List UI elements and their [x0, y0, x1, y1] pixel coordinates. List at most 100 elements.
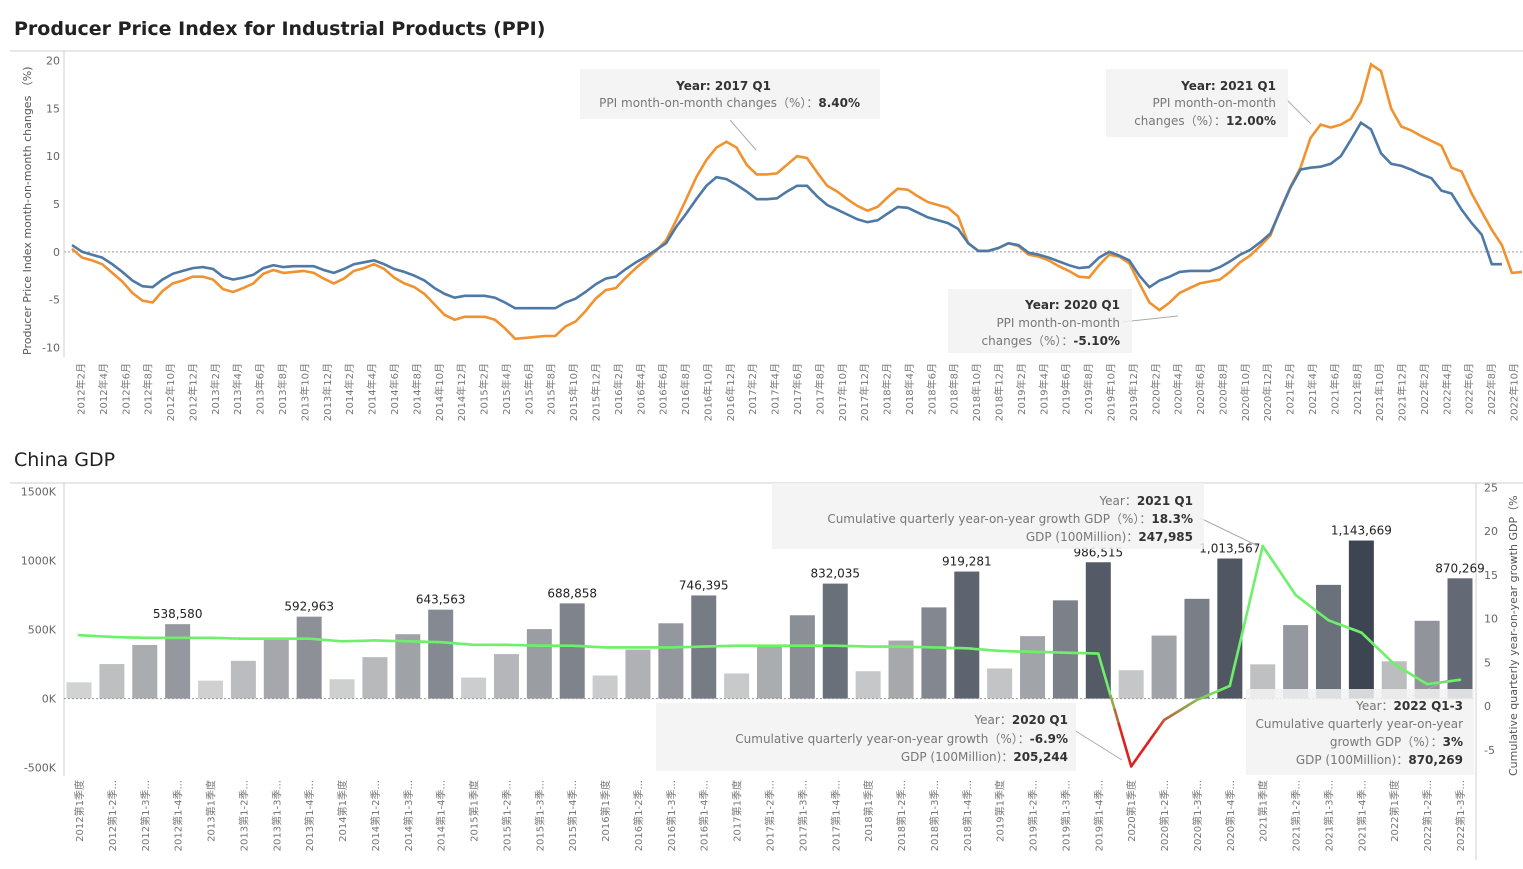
ppi-tooltip-2021q1-label-1: PPI month-on-month [1152, 96, 1276, 110]
gdp-bar[interactable] [658, 623, 684, 699]
gdp-bar[interactable] [296, 616, 322, 699]
ppi-x-tick-label: 2017年6月 [791, 363, 804, 415]
gdp-bar[interactable] [888, 640, 914, 699]
gdp-bar[interactable] [921, 607, 947, 699]
gdp-x-tick-label: 2016第1-3季... [665, 780, 678, 851]
ppi-x-tick-label: 2016年2月 [612, 363, 625, 415]
gdp-bar[interactable] [1020, 636, 1046, 699]
gdp-bar[interactable] [559, 603, 585, 699]
gdp-bar-value-label: 832,035 [810, 567, 860, 581]
ppi-y-tick-label: 5 [53, 198, 60, 211]
gdp-bar[interactable] [1348, 540, 1374, 699]
gdp-y2-tick-label: -5 [1484, 744, 1495, 757]
gdp-bar[interactable] [132, 644, 158, 699]
gdp-bar[interactable] [198, 680, 224, 699]
gdp-tooltip-2022q1-3-growth: growth GDP（%）：3% [1330, 735, 1463, 749]
gdp-x-tick-label: 2013第1-2季... [237, 780, 250, 851]
gdp-bar[interactable] [1151, 635, 1177, 699]
gdp-bar[interactable] [757, 645, 782, 699]
ppi-x-tick-label: 2019年4月 [1037, 363, 1050, 415]
gdp-tooltip-2022q1-3-label-1: Cumulative quarterly year-on-year [1256, 717, 1464, 731]
ppi-tooltip-2021q1-box [1106, 69, 1288, 137]
ppi-x-tick-label: 2020年12月 [1261, 363, 1274, 421]
gdp-bar[interactable] [329, 679, 355, 699]
gdp-bar[interactable] [1184, 598, 1210, 699]
ppi-tooltip-2017q1-body: PPI month-on-month changes（%）：8.40% [599, 96, 860, 110]
gdp-bar[interactable] [461, 677, 487, 699]
ppi-tooltip-2017q1-leader [729, 119, 757, 151]
gdp-x-tick-label: 2014第1季度 [336, 780, 349, 842]
gdp-bar[interactable] [1085, 562, 1111, 699]
gdp-bar[interactable] [724, 673, 750, 699]
gdp-tooltip-2020q1-growth: Cumulative quarterly year-on-year growth… [735, 732, 1068, 746]
gdp-bar-value-label: 919,281 [942, 555, 992, 569]
ppi-x-tick-label: 2021年8月 [1351, 363, 1364, 415]
gdp-bar[interactable] [362, 657, 388, 699]
gdp-y2-axis-label: Cumulative quarterly year-on-year growth… [1507, 495, 1520, 776]
gdp-bar[interactable] [789, 615, 815, 699]
ppi-x-tick-label: 2014年8月 [410, 363, 423, 415]
gdp-bar[interactable] [1052, 600, 1078, 699]
ppi-chart-title: Producer Price Index for Industrial Prod… [14, 18, 545, 40]
gdp-bar[interactable] [66, 682, 92, 699]
gdp-growth-segment [1454, 678, 1462, 682]
gdp-bar[interactable] [592, 675, 618, 699]
gdp-growth-segment [1236, 632, 1244, 653]
gdp-bar[interactable] [99, 664, 125, 699]
gdp-y-tick-label: 0K [42, 693, 57, 706]
ppi-x-tick-label: 2015年12月 [589, 363, 602, 421]
gdp-bar[interactable] [428, 609, 454, 699]
gdp-bar-value-label: 643,563 [416, 593, 466, 607]
gdp-x-tick-label: 2014第1-4季... [435, 780, 448, 851]
gdp-x-tick-label: 2012第1季度 [73, 780, 86, 842]
ppi-y-tick-label: -10 [42, 341, 60, 354]
gdp-tooltip-2021q1-box [772, 483, 1204, 549]
ppi-x-tick-label: 2020年10月 [1239, 363, 1252, 421]
gdp-bar[interactable] [230, 660, 256, 699]
gdp-tooltip-2021q1-leader [1199, 517, 1259, 547]
gdp-tooltip-2022q1-3-box [1246, 689, 1474, 775]
gdp-tooltip-2022q1-3: Year：2022 Q1-3 Cumulative quarterly year… [1246, 679, 1474, 775]
gdp-tooltip-2022q1-3-gdp: GDP (100Million)：870,269 [1296, 753, 1463, 767]
ppi-y-axis-label: Producer Price Index month-on-month chan… [21, 66, 34, 355]
gdp-x-tick-label: 2019第1-2季... [1027, 780, 1040, 851]
gdp-x-tick-label: 2021第1-2季... [1290, 780, 1303, 851]
gdp-bar[interactable] [822, 583, 848, 699]
gdp-bar[interactable] [625, 649, 651, 699]
gdp-bar[interactable] [526, 629, 552, 699]
gdp-tooltip-2020q1-gdp: GDP (100Million)：205,244 [901, 750, 1068, 764]
gdp-x-tick-label: 2022第1季度 [1388, 780, 1401, 842]
gdp-bar[interactable] [1283, 625, 1309, 699]
gdp-growth-segment [1113, 708, 1121, 726]
ppi-x-tick-label: 2014年6月 [388, 363, 401, 415]
ppi-tooltip-2020q1: Year: 2020 Q1 PPI month-on-month changes… [948, 289, 1179, 353]
ppi-x-tick-label: 2020年4月 [1172, 363, 1185, 415]
gdp-x-tick-label: 2013第1-4季... [303, 780, 316, 851]
gdp-bar[interactable] [987, 668, 1013, 699]
ppi-tooltip-2017q1-header: Year: 2017 Q1 [675, 79, 771, 93]
gdp-x-tick-label: 2012第1-4季... [172, 780, 185, 851]
gdp-x-tick-label: 2022第1-3季... [1454, 780, 1467, 851]
gdp-bar[interactable] [395, 634, 421, 699]
ppi-x-tick-label: 2014年12月 [455, 363, 468, 421]
ppi-x-tick-label: 2018年6月 [925, 363, 938, 415]
gdp-bar[interactable] [954, 571, 980, 699]
gdp-bar[interactable] [1414, 620, 1440, 699]
ppi-tooltip-2020q1-body: changes（%）：-5.10% [982, 334, 1120, 348]
ppi-x-tick-label: 2022年10月 [1508, 363, 1521, 421]
gdp-bar[interactable] [1217, 558, 1243, 699]
gdp-y2-tick-label: 5 [1484, 656, 1491, 669]
gdp-x-tick-label: 2018第1-2季... [895, 780, 908, 851]
ppi-x-tick-label: 2022年6月 [1463, 363, 1476, 415]
gdp-bar[interactable] [1315, 584, 1341, 699]
gdp-x-tick-label: 2022第1-2季... [1421, 780, 1434, 851]
gdp-bar[interactable] [263, 639, 289, 699]
gdp-bar[interactable] [165, 624, 191, 699]
gdp-bar[interactable] [493, 654, 519, 699]
gdp-bar[interactable] [1118, 670, 1144, 699]
gdp-bar[interactable] [855, 671, 881, 699]
ppi-x-tick-label: 2019年6月 [1060, 363, 1073, 415]
ppi-tooltip-2021q1-header: Year: 2021 Q1 [1180, 79, 1276, 93]
gdp-x-tick-label: 2013第1-3季... [270, 780, 283, 851]
ppi-x-tick-label: 2014年4月 [366, 363, 379, 415]
